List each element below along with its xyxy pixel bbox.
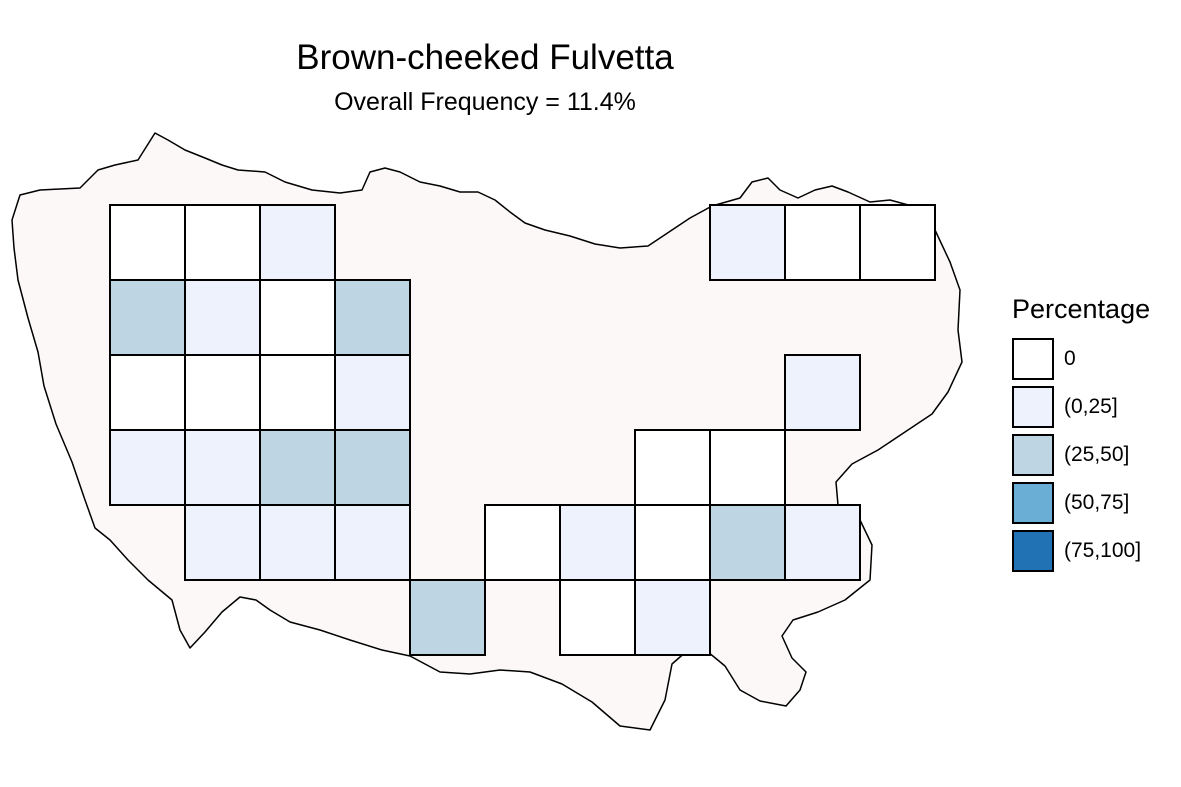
grid-cell — [335, 430, 410, 505]
legend-label: (75,100] — [1064, 539, 1141, 563]
grid-cell — [710, 430, 785, 505]
legend-swatch — [1012, 338, 1054, 380]
grid-cell — [110, 355, 185, 430]
grid-cell — [635, 505, 710, 580]
legend-label: 0 — [1064, 347, 1076, 371]
grid-cell — [260, 430, 335, 505]
legend-label: (50,75] — [1064, 491, 1129, 515]
legend-swatch — [1012, 482, 1054, 524]
legend-label: (0,25] — [1064, 395, 1118, 419]
grid-cell — [110, 205, 185, 280]
grid-cell — [785, 205, 860, 280]
legend-item-0: 0 — [1012, 335, 1150, 383]
grid-cell — [260, 505, 335, 580]
map-title: Brown-cheeked Fulvetta — [0, 38, 970, 78]
legend-swatch — [1012, 434, 1054, 476]
grid-cell — [185, 355, 260, 430]
legend-title: Percentage — [1012, 294, 1150, 325]
grid-cell — [785, 355, 860, 430]
grid-cell — [185, 505, 260, 580]
map-subtitle: Overall Frequency = 11.4% — [0, 88, 970, 117]
grid-cell — [110, 430, 185, 505]
grid-cell — [560, 505, 635, 580]
legend-label: (25,50] — [1064, 443, 1129, 467]
legend-item-1: (0,25] — [1012, 383, 1150, 431]
grid-cell — [335, 280, 410, 355]
grid-cell — [260, 205, 335, 280]
legend: Percentage 0 (0,25] (25,50] (50,75] (75,… — [1012, 294, 1150, 575]
grid-cell — [560, 580, 635, 655]
legend-item-4: (75,100] — [1012, 527, 1150, 575]
grid-cell — [710, 505, 785, 580]
grid-cell — [185, 430, 260, 505]
legend-item-2: (25,50] — [1012, 431, 1150, 479]
grid-cell — [785, 505, 860, 580]
grid-cell — [185, 205, 260, 280]
grid-cell — [185, 280, 260, 355]
grid-cell — [635, 430, 710, 505]
grid-cell — [635, 580, 710, 655]
grid-cell — [260, 280, 335, 355]
grid-cell — [860, 205, 935, 280]
legend-swatch — [1012, 386, 1054, 428]
grid-cell — [410, 580, 485, 655]
grid-cell — [335, 505, 410, 580]
grid-cell — [485, 505, 560, 580]
grid-cell — [110, 280, 185, 355]
legend-item-3: (50,75] — [1012, 479, 1150, 527]
grid-cell — [710, 205, 785, 280]
legend-swatch — [1012, 530, 1054, 572]
grid-cell — [260, 355, 335, 430]
grid-cell — [335, 355, 410, 430]
